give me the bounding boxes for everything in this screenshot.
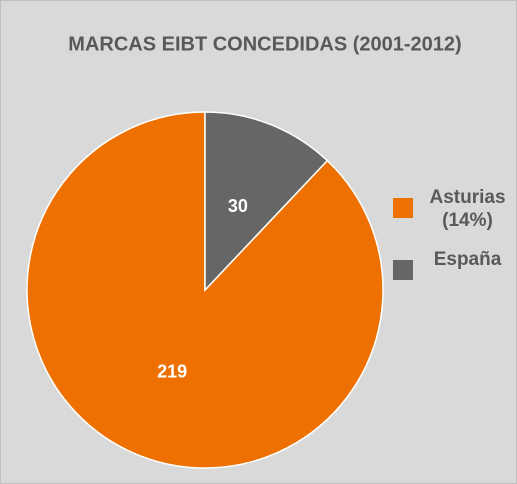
chart-title: MARCAS EIBT CONCEDIDAS (2001-2012) xyxy=(68,33,461,55)
legend-label: Asturias (14%) xyxy=(429,187,506,231)
legend-label: España xyxy=(433,249,502,270)
legend-swatch xyxy=(393,198,413,218)
data-label: 30 xyxy=(228,196,248,216)
pie-slice xyxy=(26,111,384,469)
pie-slice xyxy=(204,111,329,292)
legend-swatch xyxy=(393,260,413,280)
data-label: 219 xyxy=(157,361,187,381)
